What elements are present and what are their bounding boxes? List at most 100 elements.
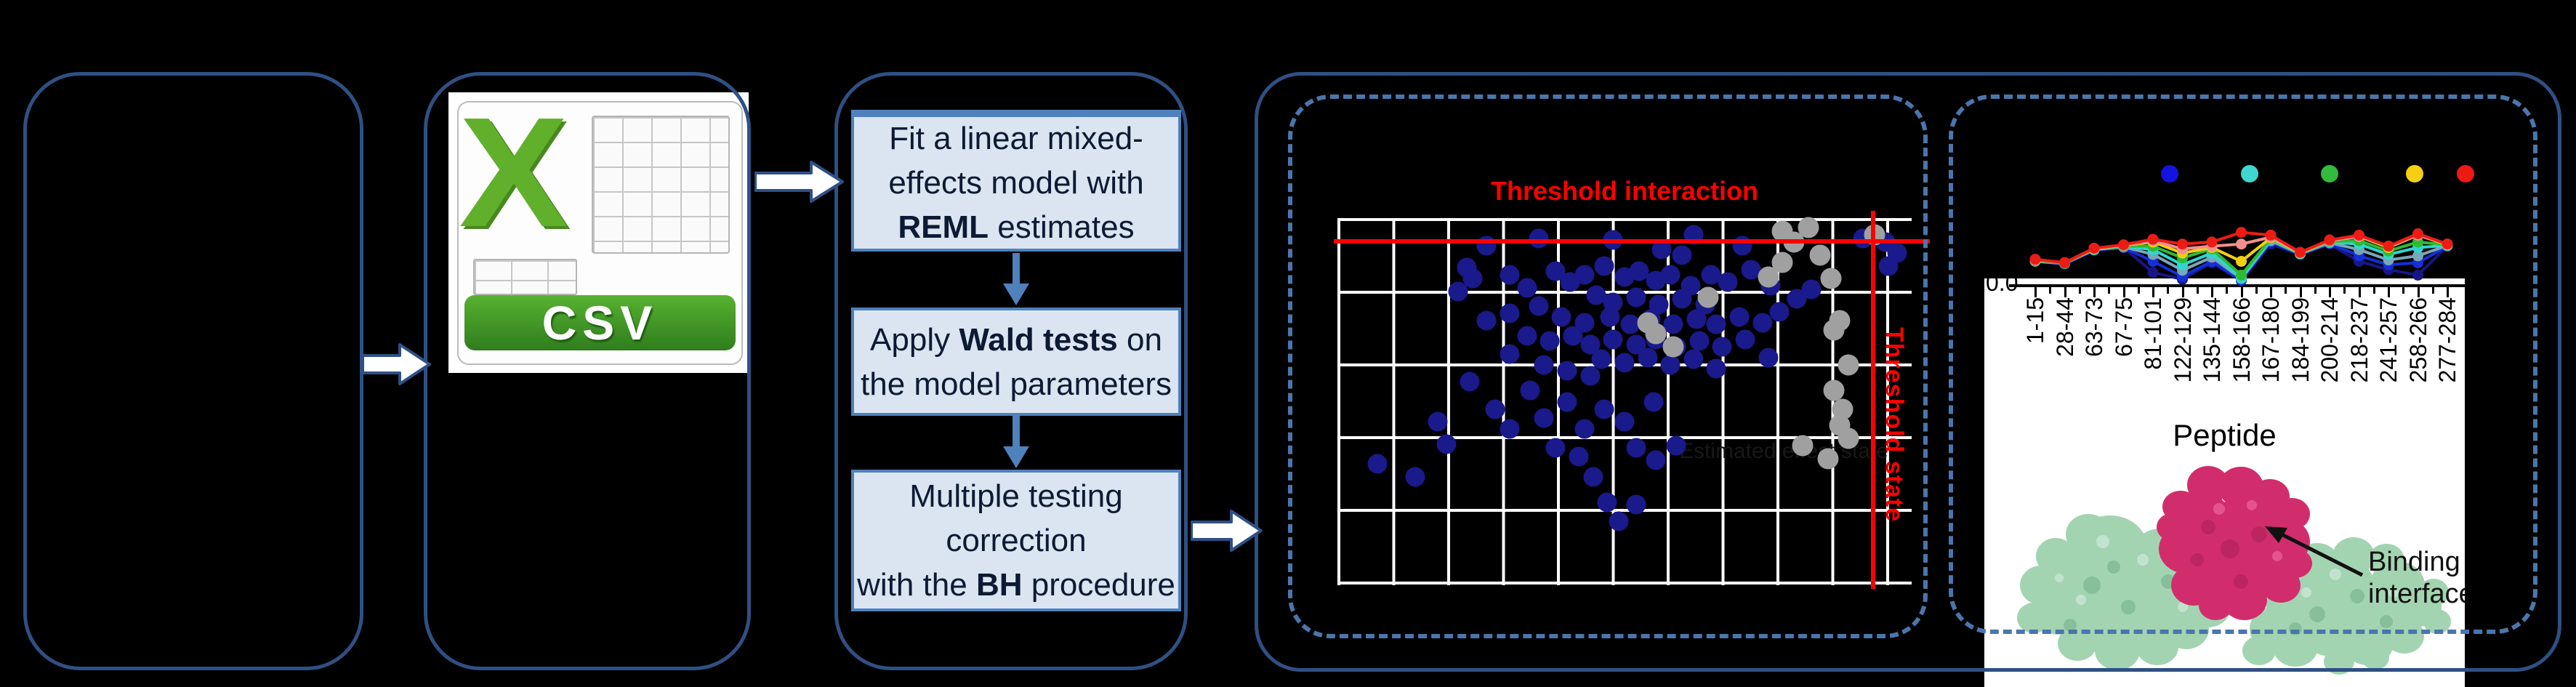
spreadsheet-grid-small-icon xyxy=(472,258,578,296)
workflow-box-reml: Fit a linear mixed-effects model with REM… xyxy=(851,110,1181,252)
uptake-point-red xyxy=(2324,234,2335,246)
peptide-tick-minor xyxy=(2314,287,2317,294)
scatter-point-gray xyxy=(1838,427,1859,449)
peptide-tick xyxy=(2240,287,2243,297)
scatter-point-blue xyxy=(1551,307,1571,327)
workflow-box-line: Fit a linear mixed- xyxy=(889,121,1143,156)
workflow-box-line: Multiple testing xyxy=(909,478,1123,514)
scatter-point-gray xyxy=(1771,252,1793,273)
peptide-tick xyxy=(2270,287,2272,297)
peptide-tick-minor xyxy=(2431,287,2434,294)
peptide-tick xyxy=(2329,287,2331,297)
uptake-legend-dot xyxy=(2406,165,2423,182)
scatter-point-blue xyxy=(1752,313,1773,333)
scatter-point-blue xyxy=(1597,492,1617,513)
scatter-point-blue xyxy=(1534,408,1554,428)
scatter-point-blue xyxy=(1646,450,1666,470)
uptake-point-navy xyxy=(2412,270,2423,281)
scatter-point-blue xyxy=(1660,265,1681,285)
uptake-point-yellow xyxy=(2236,256,2247,267)
arrow-csv-to-workflow xyxy=(754,161,844,203)
scatter-plot: Estimated effect state xyxy=(1337,217,1912,585)
peptide-tick xyxy=(2122,287,2125,297)
scatter-point-blue xyxy=(1689,331,1710,351)
scatter-point-blue xyxy=(1626,438,1646,458)
peptide-tick-minor xyxy=(2372,287,2375,294)
scatter-point-blue xyxy=(1557,392,1577,411)
workflow-box-line: effects model with xyxy=(888,165,1144,201)
peptide-tick-minor xyxy=(2167,287,2169,294)
peptide-tick-minor xyxy=(2137,287,2140,294)
peptide-tick xyxy=(2358,287,2361,297)
scatter-point-blue xyxy=(1539,331,1560,351)
threshold-state-line xyxy=(1871,211,1875,589)
scatter-point-blue xyxy=(1517,326,1537,346)
peptide-tick xyxy=(2181,287,2184,297)
scatter-point-blue xyxy=(1563,326,1583,346)
uptake-line-chart xyxy=(2029,227,2453,286)
scatter-point-blue xyxy=(1520,380,1540,401)
uptake-point-steel-blue xyxy=(2412,250,2423,262)
peptide-tick xyxy=(2417,287,2420,297)
scatter-point-gray xyxy=(1817,448,1839,470)
uptake-point-red xyxy=(2442,238,2453,250)
peptide-tick-minor xyxy=(2285,287,2287,294)
scatter-point-blue xyxy=(1476,310,1497,331)
scatter-point-gray xyxy=(1697,286,1719,308)
scatter-point-gray xyxy=(1809,244,1831,265)
scatter-point-blue xyxy=(1448,281,1468,302)
scatter-point-blue xyxy=(1769,302,1790,322)
scatter-point-blue xyxy=(1603,329,1623,350)
uptake-legend-dot xyxy=(2241,165,2258,182)
scatter-point-blue xyxy=(1583,467,1603,487)
scatter-point-blue xyxy=(1629,261,1649,281)
scatter-point-blue xyxy=(1718,272,1738,292)
scatter-point-blue xyxy=(1683,349,1704,369)
uptake-point-red xyxy=(2118,239,2129,251)
scatter-point-blue xyxy=(1626,287,1646,308)
scatter-point-blue xyxy=(1517,278,1537,298)
peptide-tick xyxy=(2152,287,2154,297)
scatter-point-blue xyxy=(1666,435,1686,456)
scatter-point-blue xyxy=(1758,347,1778,368)
uptake-legend-dot xyxy=(2457,165,2474,182)
scatter-point-blue xyxy=(1580,366,1601,386)
scatter-point-blue xyxy=(1367,454,1388,474)
scatter-point-blue xyxy=(1741,260,1761,280)
panel-workflow xyxy=(834,72,1188,670)
peptide-tick xyxy=(2064,287,2066,297)
uptake-point-red xyxy=(2265,229,2277,241)
scatter-point-blue xyxy=(1500,265,1520,285)
spreadsheet-grid-icon xyxy=(591,115,730,254)
scatter-point-gray xyxy=(1823,379,1845,401)
scatter-point-gray xyxy=(1823,319,1845,341)
uptake-legend-dot xyxy=(2161,165,2178,182)
scatter-point-blue xyxy=(1476,236,1497,256)
scatter-point-blue xyxy=(1600,307,1620,327)
peptide-tick xyxy=(2034,287,2037,297)
threshold-state-label: Threshold state xyxy=(1880,327,1908,523)
scatter-point-blue xyxy=(1545,438,1566,458)
arrow-down-1 xyxy=(1003,253,1029,305)
subpanel-scatter xyxy=(1288,95,1928,638)
scatter-point-blue xyxy=(1405,467,1425,487)
peptide-tick-minor xyxy=(2402,287,2404,294)
arrow-down-2 xyxy=(1003,416,1029,468)
uptake-point-red xyxy=(2177,238,2188,250)
peptide-tick-minor xyxy=(2343,287,2346,294)
scatter-point-blue xyxy=(1574,265,1595,285)
peptide-tick-minor xyxy=(2196,287,2199,294)
panel-csv xyxy=(424,72,751,670)
scatter-point-gray xyxy=(1838,354,1859,376)
peptide-figure: 0.0 1-15 28-44 63-73 67-75 81-101 122-129 135-… xyxy=(1984,278,2465,687)
scatter-point-blue xyxy=(1557,361,1577,381)
binding-interface-arrow xyxy=(2265,526,2364,577)
scatter-title: Threshold interaction xyxy=(1490,176,1759,206)
scatter-point-gray xyxy=(1798,217,1819,238)
scatter-point-gray xyxy=(1820,268,1842,289)
uptake-point-navy xyxy=(2147,267,2159,278)
peptide-tick-minor xyxy=(2255,287,2258,294)
peptide-tick xyxy=(2093,287,2096,297)
peptide-tick xyxy=(2299,287,2302,297)
scatter-point-blue xyxy=(1672,245,1692,265)
